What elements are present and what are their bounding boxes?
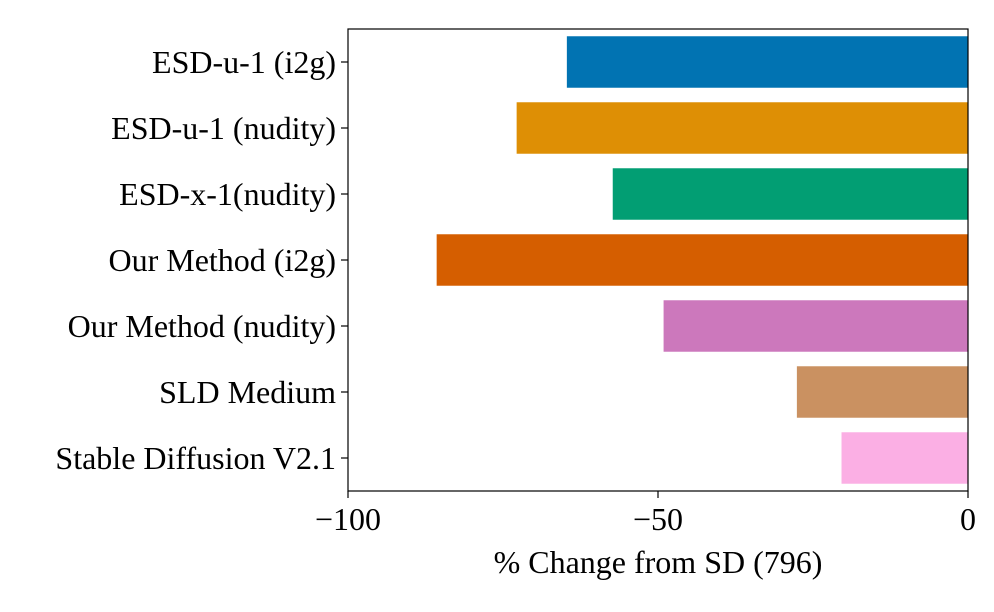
bar: [566, 36, 968, 88]
bar: [796, 366, 968, 418]
bar: [663, 300, 968, 352]
x-axis-label: % Change from SD (796): [494, 544, 823, 580]
bar: [841, 432, 968, 484]
category-label: Our Method (i2g): [108, 242, 336, 278]
category-label: SLD Medium: [159, 374, 336, 410]
x-tick-label: 0: [960, 501, 976, 537]
y-axis: ESD-u-1 (i2g) ESD-u-1 (nudity) ESD-x-1(nud…: [55, 44, 348, 476]
category-label: Our Method (nudity): [68, 308, 336, 344]
bar: [516, 102, 968, 154]
x-tick-label: −50: [633, 501, 683, 537]
bar: [612, 168, 968, 220]
category-label: ESD-x-1(nudity): [119, 176, 336, 212]
x-axis: −100 −50 0: [315, 491, 976, 537]
category-label: Stable Diffusion V2.1: [55, 440, 336, 476]
bar: [436, 234, 968, 286]
x-tick-label: −100: [315, 501, 381, 537]
category-label: ESD-u-1 (nudity): [111, 110, 336, 146]
bars-group: [436, 36, 968, 484]
category-label: ESD-u-1 (i2g): [152, 44, 336, 80]
